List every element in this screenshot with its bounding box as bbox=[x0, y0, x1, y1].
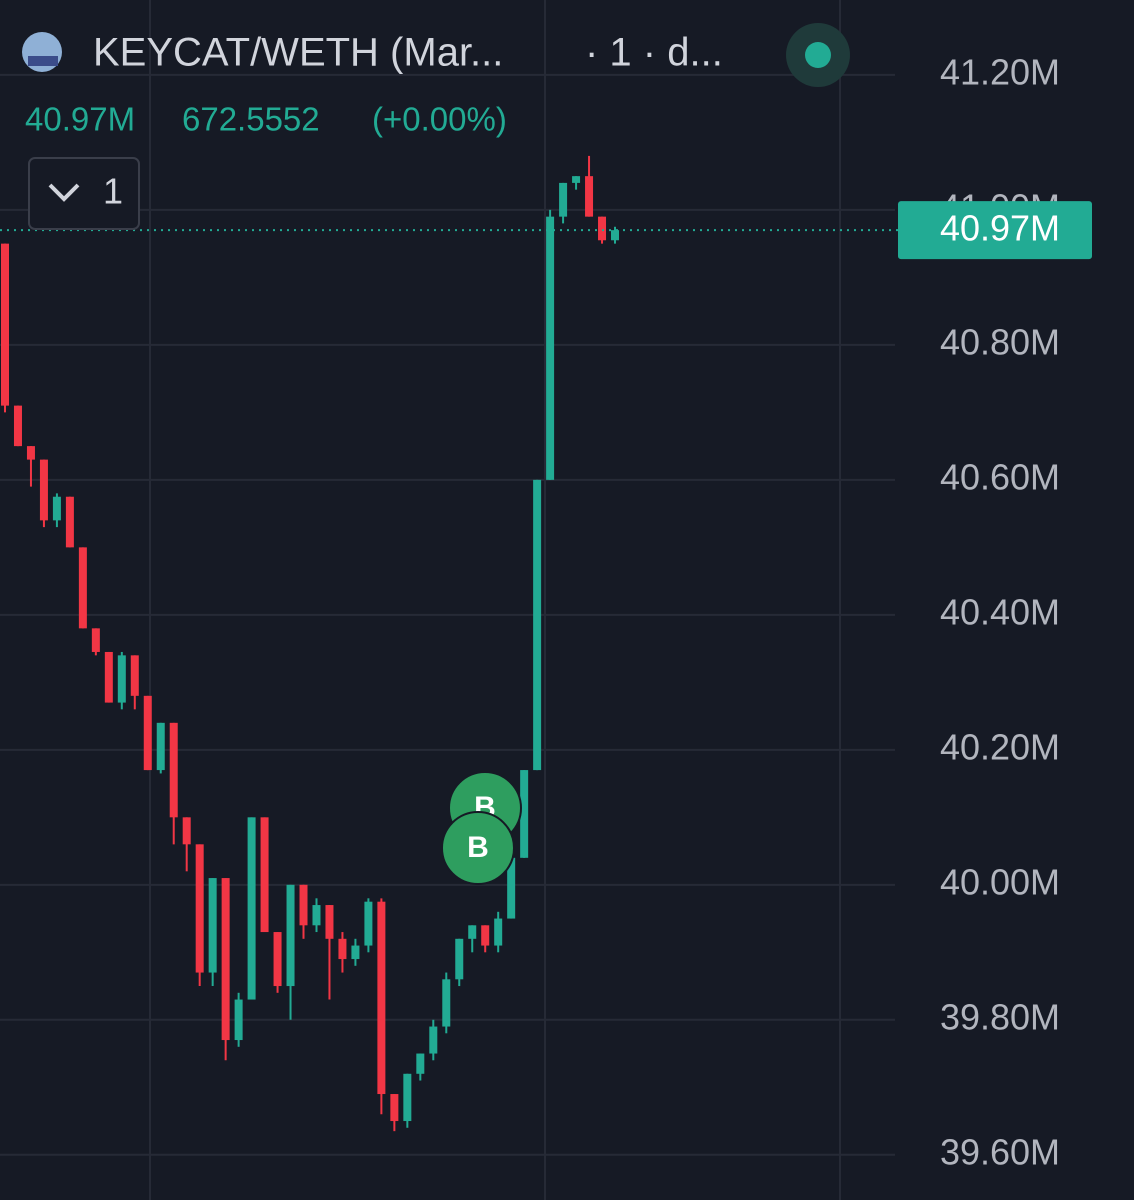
candle-body bbox=[351, 945, 360, 960]
candle-body bbox=[117, 655, 126, 703]
candle-body bbox=[364, 901, 373, 946]
candle-body bbox=[221, 878, 230, 1041]
last-price-label: 40.97M bbox=[940, 208, 1060, 249]
candle-body bbox=[533, 479, 542, 771]
candle-body bbox=[377, 901, 386, 1095]
legend-volume: 672.5552 bbox=[182, 101, 320, 138]
candle-body bbox=[1, 243, 9, 406]
status-dot bbox=[805, 42, 831, 68]
candle-body bbox=[78, 547, 87, 629]
candle-body bbox=[338, 938, 347, 960]
trade-marker bbox=[441, 811, 515, 885]
candle-body bbox=[26, 446, 35, 460]
candle-body bbox=[455, 938, 464, 980]
candle-body bbox=[143, 695, 152, 771]
candle-body bbox=[429, 1026, 438, 1054]
interval-info: · 1 · d... bbox=[585, 31, 723, 75]
candle-body bbox=[234, 999, 243, 1041]
candle-body bbox=[286, 884, 295, 987]
candle-body bbox=[520, 770, 529, 858]
candle-body bbox=[390, 1094, 399, 1122]
candle-body bbox=[442, 979, 451, 1027]
trade-marker-label: B bbox=[467, 831, 489, 864]
last-price-box bbox=[898, 201, 1092, 260]
candle-body bbox=[598, 216, 607, 241]
y-tick-label: 40.40M bbox=[940, 591, 1060, 632]
candle-body bbox=[182, 817, 191, 845]
candle-body bbox=[494, 918, 503, 946]
candle-body bbox=[312, 905, 321, 926]
candle-body bbox=[325, 905, 334, 939]
candle-body bbox=[65, 496, 74, 548]
legend-close: 40.97M bbox=[25, 101, 135, 138]
y-tick-label: 40.20M bbox=[940, 726, 1060, 767]
y-tick-label: 40.00M bbox=[940, 861, 1060, 902]
candle-body bbox=[403, 1073, 412, 1122]
candle-body bbox=[559, 182, 568, 217]
candle-body bbox=[195, 844, 204, 973]
candle-body bbox=[273, 932, 282, 987]
candle-body bbox=[546, 216, 555, 480]
candle-body bbox=[247, 817, 256, 1000]
legend-change: (+0.00%) bbox=[372, 101, 507, 138]
y-tick-label: 39.60M bbox=[940, 1131, 1060, 1172]
y-tick-label: 39.80M bbox=[940, 996, 1060, 1037]
candle-body bbox=[507, 857, 516, 919]
candle-body bbox=[91, 628, 100, 652]
candle-body bbox=[416, 1053, 425, 1074]
symbol-icon-detail bbox=[28, 56, 58, 66]
vertical-grid bbox=[149, 0, 841, 1200]
candle-body bbox=[130, 655, 139, 696]
candle-body bbox=[481, 925, 490, 946]
chevron-icon bbox=[48, 183, 80, 202]
candle-body bbox=[299, 884, 308, 926]
indicator-count[interactable]: 1 bbox=[103, 171, 123, 212]
candle-body bbox=[13, 405, 22, 447]
candle-body bbox=[585, 176, 594, 217]
grid bbox=[0, 73, 895, 1156]
candle-body bbox=[52, 496, 61, 521]
candle-body bbox=[260, 817, 269, 933]
candle-body bbox=[468, 925, 477, 939]
candle-body bbox=[39, 459, 48, 521]
indicator-toggle[interactable] bbox=[28, 157, 140, 230]
y-tick-label: 40.80M bbox=[940, 321, 1060, 362]
y-tick-label: 41.20M bbox=[940, 51, 1060, 92]
plot: BB bbox=[0, 155, 898, 1132]
candle-body bbox=[208, 878, 217, 973]
candle-body bbox=[572, 176, 581, 183]
y-tick-label: 40.60M bbox=[940, 456, 1060, 497]
y-axis: 39.60M 39.80M 40.00M 40.20M 40.40M 40.60M 40.8… bbox=[898, 51, 1092, 1172]
candle-body bbox=[169, 722, 178, 818]
header: KEYCAT/WETH (Mar... · 1 · d... 40.97M 67… bbox=[22, 23, 850, 230]
candle-body bbox=[104, 651, 113, 703]
candle-body bbox=[611, 230, 619, 241]
candle-body bbox=[156, 722, 165, 771]
symbol-title: KEYCAT/WETH (Mar... bbox=[93, 31, 503, 75]
